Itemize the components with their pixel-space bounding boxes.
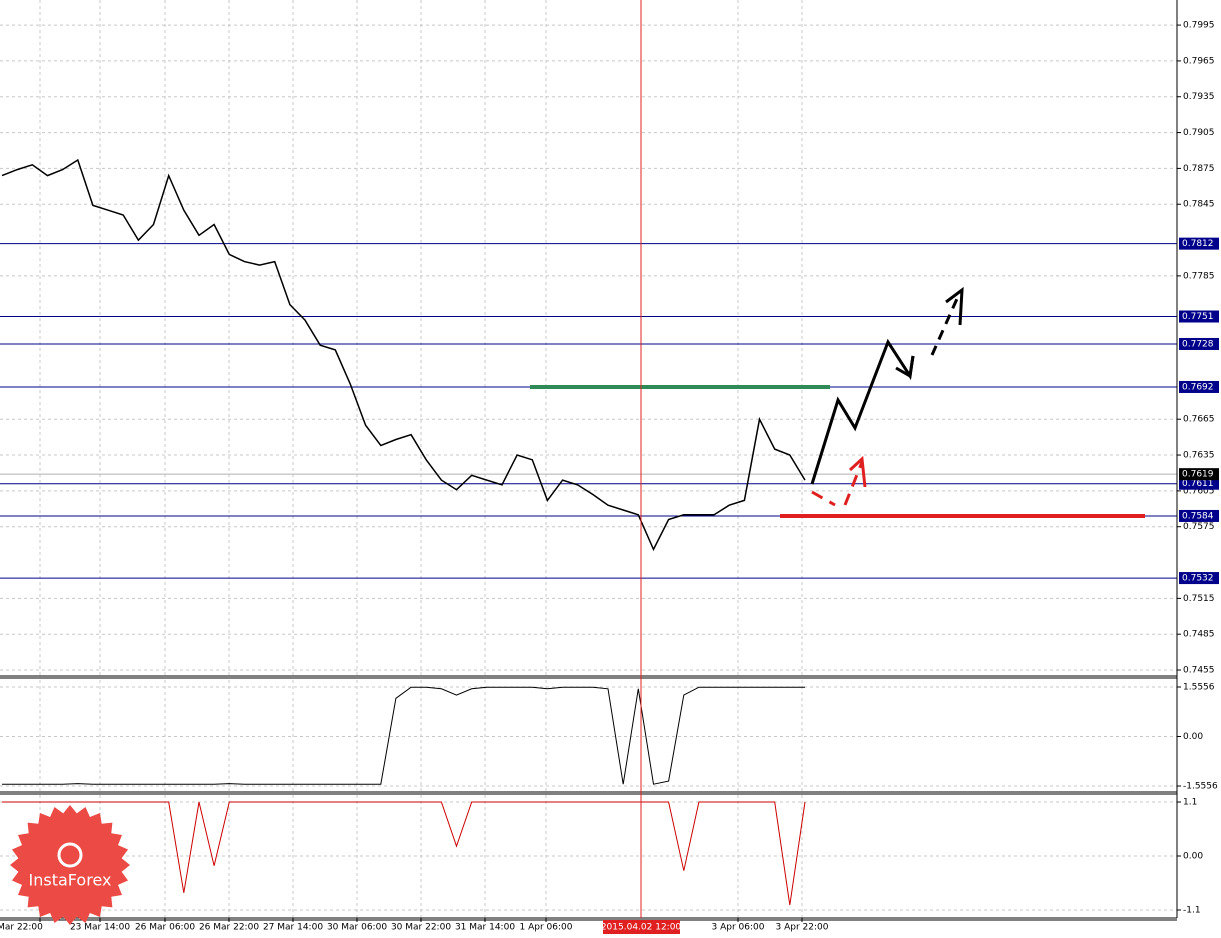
x-tick-label: 1 Apr 06:00 — [520, 923, 573, 933]
current-price-label: 0.7619 — [1182, 470, 1214, 480]
x-tick-label: 26 Mar 22:00 — [199, 923, 259, 933]
y-tick-label: 0.7485 — [1183, 630, 1215, 640]
alt-path — [843, 461, 864, 506]
level-label: 0.7728 — [1182, 339, 1214, 349]
x-tick-label: 26 Mar 06:00 — [135, 923, 195, 933]
x-tick-label: 23 Mar 14:00 — [70, 923, 130, 933]
level-label: 0.7532 — [1182, 574, 1214, 584]
y-tick-label: 1.1 — [1183, 798, 1197, 808]
logo-text: InstaForex — [29, 871, 112, 890]
background — [0, 0, 1177, 918]
y-tick-label: -1.5556 — [1183, 782, 1218, 792]
alt-path — [811, 490, 836, 507]
level-label-bg — [1179, 380, 1219, 393]
x-tick-label: 30 Mar 22:00 — [391, 923, 451, 933]
level-label: 0.7692 — [1182, 382, 1214, 392]
y-tick-label: 0.7455 — [1183, 666, 1215, 676]
y-tick-label: 0.7965 — [1183, 56, 1215, 66]
level-label-bg — [1179, 509, 1219, 522]
crosshair-label: 2015.04.02 12:00 — [601, 923, 682, 933]
x-tick-label: 30 Mar 06:00 — [327, 923, 387, 933]
y-tick-label: 0.7575 — [1183, 522, 1215, 532]
level-label-bg — [1179, 477, 1219, 490]
plot-area — [0, 158, 1177, 906]
level-label: 0.7611 — [1182, 479, 1214, 489]
y-tick-label: 0.7905 — [1183, 128, 1215, 138]
forecast-dashed — [930, 291, 962, 356]
level-label-bg — [1179, 310, 1219, 323]
logo-icon — [57, 842, 83, 868]
series-line — [1, 158, 806, 552]
y-tick-label: -1.1 — [1183, 905, 1201, 915]
level-label: 0.7812 — [1182, 239, 1214, 249]
level-label-bg — [1179, 337, 1219, 350]
y-tick-label: 0.7665 — [1183, 415, 1215, 425]
level-label: 0.7584 — [1182, 511, 1214, 521]
y-tick-label: 0.7605 — [1183, 486, 1215, 496]
y-tick-label: 0.7785 — [1183, 271, 1215, 281]
y-tick-label: 0.7875 — [1183, 164, 1215, 174]
y-tick-label: 0.00 — [1183, 732, 1203, 742]
y-tick-label: 1.5556 — [1183, 683, 1215, 693]
level-label-bg — [1179, 237, 1219, 250]
x-tick-label: 31 Mar 14:00 — [455, 923, 515, 933]
crosshair-label-bg — [603, 920, 680, 934]
series-line — [2, 686, 805, 785]
y-tick-label: 0.7635 — [1183, 451, 1215, 461]
y-tick-label: 0.7995 — [1183, 21, 1215, 31]
level-label: 0.7751 — [1182, 312, 1214, 322]
arrow-head — [945, 286, 964, 326]
level-label-bg — [1179, 572, 1219, 585]
y-tick-label: 0.7935 — [1183, 92, 1215, 102]
logo: InstaForex — [10, 805, 130, 925]
forecast-arrows — [810, 286, 964, 507]
x-tick-label: Mar 22:00 — [0, 923, 43, 933]
y-tick-label: 0.00 — [1183, 852, 1203, 862]
current-price-bg — [1179, 468, 1219, 481]
x-tick-label: 3 Apr 22:00 — [776, 923, 829, 933]
arrow-head — [895, 355, 915, 379]
series-line — [2, 801, 806, 906]
y-tick-label: 0.7515 — [1183, 594, 1215, 604]
x-tick-label: 3 Apr 06:00 — [712, 923, 765, 933]
x-tick-label: 27 Mar 14:00 — [263, 923, 323, 933]
y-tick-label: 0.7845 — [1183, 200, 1215, 210]
arrow-head — [848, 455, 867, 488]
